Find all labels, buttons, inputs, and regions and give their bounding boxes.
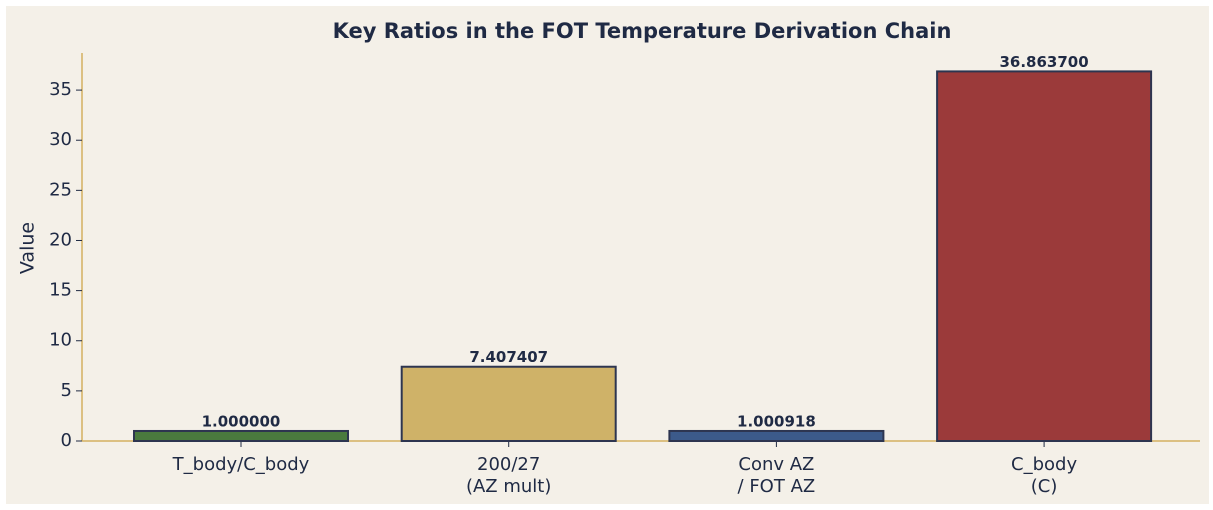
- x-tick-label: 200/27 (AZ mult): [465, 454, 552, 497]
- chart-title: Key Ratios in the FOT Temperature Deriva…: [333, 19, 952, 43]
- bar: [133, 429, 349, 442]
- x-tick-label: C_body (C): [1011, 454, 1078, 497]
- y-tick-label: 30: [49, 129, 72, 150]
- value-label: 1.000000: [202, 412, 281, 430]
- y-tick-label: 35: [49, 79, 72, 100]
- bar: [668, 429, 885, 443]
- bar: [400, 365, 617, 442]
- y-tick-label: 0: [61, 430, 72, 451]
- value-label: 7.407407: [469, 348, 548, 366]
- value-label: 1.000918: [737, 412, 816, 430]
- y-tick-label: 20: [49, 229, 72, 250]
- y-tick-label: 5: [61, 380, 72, 401]
- y-axis-label: Value: [17, 222, 39, 274]
- value-label: 36.863700: [999, 53, 1088, 71]
- x-tick-label: Conv AZ / FOT AZ: [737, 454, 816, 497]
- x-tick-label: T_body/C_body: [172, 454, 310, 475]
- y-tick-label: 25: [49, 179, 72, 200]
- bar: [936, 70, 1153, 442]
- y-tick-label: 10: [49, 330, 72, 351]
- y-tick-label: 15: [49, 280, 72, 301]
